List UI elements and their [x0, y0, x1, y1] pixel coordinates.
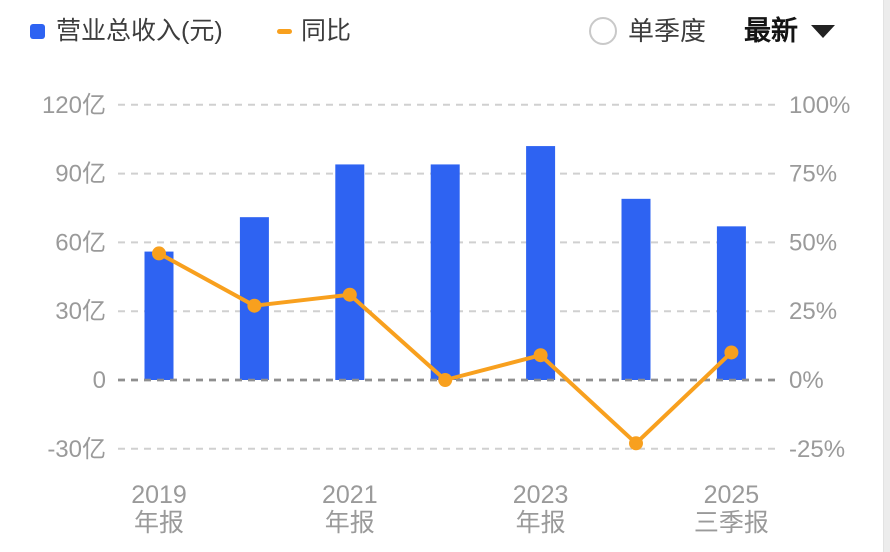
adjacent-page-edge — [883, 0, 890, 552]
right-axis-tick: -25% — [789, 436, 845, 463]
left-axis-tick: 60亿 — [55, 229, 106, 256]
right-axis-tick: 75% — [789, 161, 837, 188]
yoy-point[interactable] — [152, 246, 166, 261]
x-axis-label-period: 三季报 — [694, 509, 769, 537]
x-axis-label-year: 2023 — [513, 481, 569, 509]
yoy-point[interactable] — [438, 373, 453, 387]
single-quarter-radio[interactable]: 单季度 — [589, 15, 706, 47]
radio-unchecked-icon — [589, 17, 617, 45]
x-axis-label-year: 2025 — [704, 481, 760, 509]
right-axis-tick: 100% — [789, 92, 850, 119]
right-axis-tick: 0% — [789, 367, 824, 394]
x-axis-label-period: 年报 — [325, 509, 375, 537]
left-axis-tick: 120亿 — [42, 92, 106, 119]
single-quarter-label: 单季度 — [628, 16, 707, 46]
right-axis-tick: 50% — [789, 229, 837, 256]
revenue-bar[interactable] — [526, 146, 556, 380]
caret-down-icon — [811, 24, 835, 38]
x-axis-label-year: 2021 — [322, 481, 378, 509]
right-axis-tick: 25% — [789, 298, 837, 325]
x-axis-label-period: 年报 — [516, 509, 566, 537]
yoy-point[interactable] — [533, 348, 548, 363]
yoy-point[interactable] — [247, 298, 262, 313]
x-axis-label-period: 年报 — [134, 509, 184, 537]
yoy-line-swatch-icon — [277, 28, 292, 34]
latest-dropdown-label: 最新 — [744, 15, 798, 46]
revenue-bar-swatch-icon — [30, 23, 45, 39]
x-axis-label-year: 2019 — [131, 481, 187, 509]
left-axis-tick: 30亿 — [55, 298, 106, 325]
yoy-point[interactable] — [724, 345, 739, 360]
revenue-bar[interactable] — [144, 251, 174, 380]
revenue-bar[interactable] — [335, 164, 365, 380]
legend-item-revenue[interactable]: 营业总收入(元) — [30, 15, 223, 47]
yoy-point[interactable] — [342, 287, 357, 302]
left-axis-tick: 0 — [93, 367, 106, 394]
latest-period-dropdown[interactable]: 最新 — [744, 15, 835, 47]
yoy-point[interactable] — [629, 436, 643, 451]
legend-revenue-label: 营业总收入(元) — [56, 16, 223, 45]
legend-item-yoy[interactable]: 同比 — [277, 15, 351, 47]
legend-yoy-label: 同比 — [301, 16, 352, 45]
left-axis-tick: -30亿 — [47, 436, 106, 463]
revenue-bar[interactable] — [621, 198, 651, 380]
left-axis-tick: 90亿 — [55, 161, 106, 188]
revenue-bar[interactable] — [430, 164, 460, 380]
